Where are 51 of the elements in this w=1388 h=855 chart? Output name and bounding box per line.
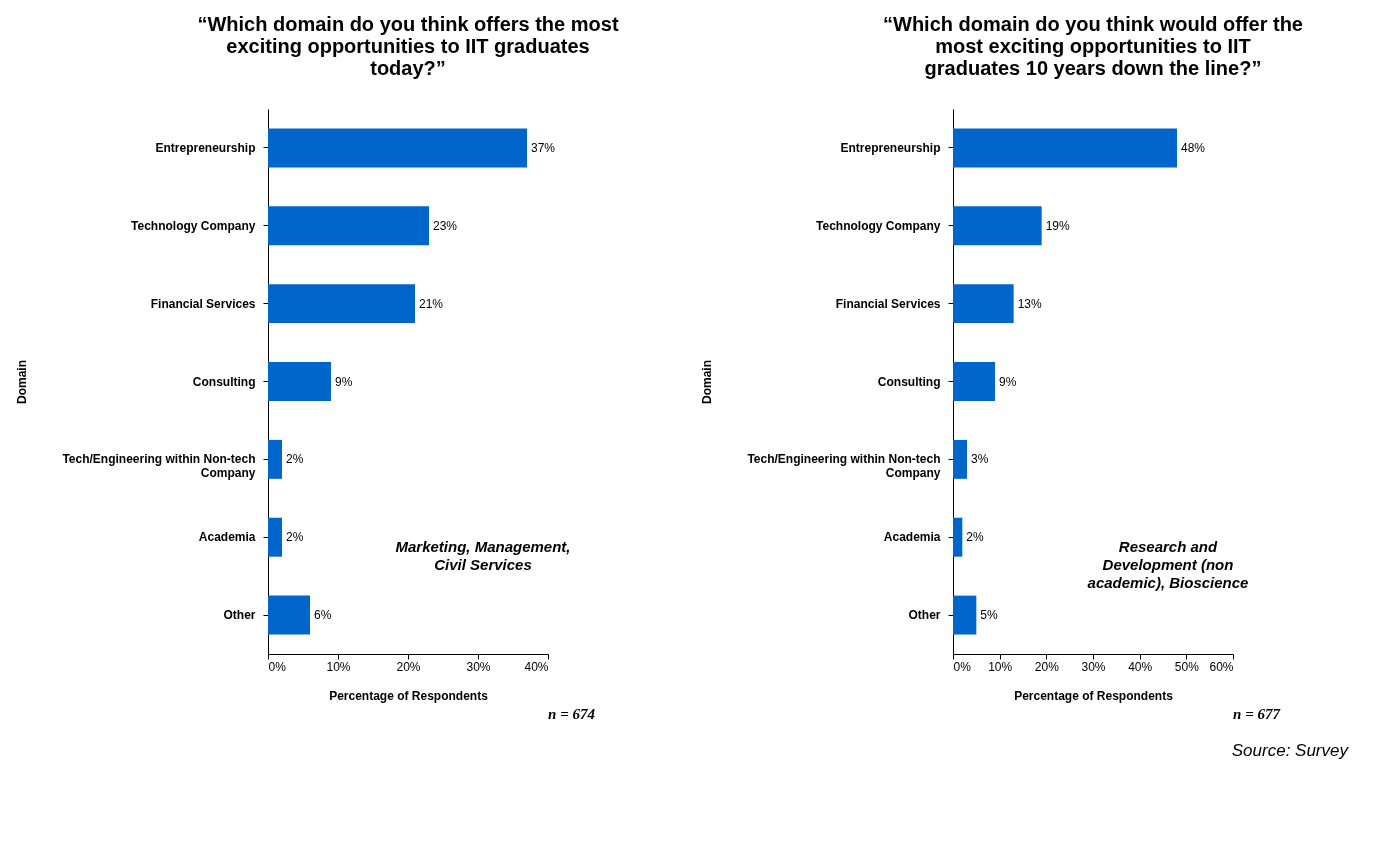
x-tick-label: 40% xyxy=(524,659,549,674)
y-tick-label: Financial Services xyxy=(150,296,256,311)
y-tick-label: Technology Company xyxy=(816,218,941,233)
x-tick-label: 0% xyxy=(953,659,972,674)
annotation: Marketing, Management, Civil Services xyxy=(395,538,571,573)
y-tick-label: Academia xyxy=(198,530,256,545)
x-tick-label: 40% xyxy=(1128,659,1153,674)
y-tick-label: Tech/Engineering within Non-tech Company xyxy=(62,452,256,481)
x-tick-label: 50% xyxy=(1174,659,1200,674)
text: 6% xyxy=(314,608,332,623)
x-tick-label: 30% xyxy=(1081,659,1106,674)
chart-title: “Which domain do you think would offer the most exciting opportunities to IIT graduates 10 years down the line?” xyxy=(883,13,1303,79)
text: n = 677 xyxy=(1232,706,1282,723)
x-tick-label: 20% xyxy=(1034,659,1060,674)
text: 48% xyxy=(1181,140,1206,155)
y-tick-label: Financial Services xyxy=(835,296,941,311)
x-tick-label: 10% xyxy=(326,659,351,674)
y-tick-label: Tech/Engineering within Non-tech Company xyxy=(747,452,941,481)
x-tick-label: 20% xyxy=(396,659,421,674)
annotation: Research and Development (non academic), Bioscience xyxy=(1087,538,1249,591)
y-axis-title: Domain xyxy=(699,359,714,405)
y-tick-label: Entrepreneurship xyxy=(155,140,256,155)
chart-title: “Which domain do you think offers the most exciting opportunities to IIT graduates today?” xyxy=(197,13,619,79)
text: 2% xyxy=(286,530,304,545)
x-axis-title: Percentage of Respondents xyxy=(1014,688,1174,703)
y-tick-label: Other xyxy=(908,608,941,623)
y-tick-label: Consulting xyxy=(877,374,941,389)
y-tick-label: Entrepreneurship xyxy=(840,140,941,155)
text: 13% xyxy=(1017,296,1042,311)
text: 37% xyxy=(531,140,556,155)
text: 23% xyxy=(433,218,458,233)
y-tick-label: Other xyxy=(223,608,256,623)
text: 19% xyxy=(1045,218,1070,233)
y-tick-label: Academia xyxy=(883,530,941,545)
text: 3% xyxy=(971,452,989,467)
y-tick-label: Technology Company xyxy=(131,218,256,233)
x-tick-label: 30% xyxy=(466,659,491,674)
text: 9% xyxy=(999,374,1017,389)
y-axis-title: Domain xyxy=(14,359,29,405)
x-axis-title: Percentage of Respondents xyxy=(329,688,489,703)
text: 2% xyxy=(966,530,984,545)
source-note: Source: Survey xyxy=(1230,740,1350,761)
x-tick-label: 60% xyxy=(1209,659,1234,674)
text: 9% xyxy=(335,374,353,389)
text: 21% xyxy=(419,296,444,311)
text: 2% xyxy=(286,452,304,467)
x-tick-label: 0% xyxy=(268,659,287,674)
text: 5% xyxy=(980,608,998,623)
x-tick-label: 10% xyxy=(988,659,1013,674)
y-tick-label: Consulting xyxy=(192,374,256,389)
text: n = 674 xyxy=(547,706,596,723)
